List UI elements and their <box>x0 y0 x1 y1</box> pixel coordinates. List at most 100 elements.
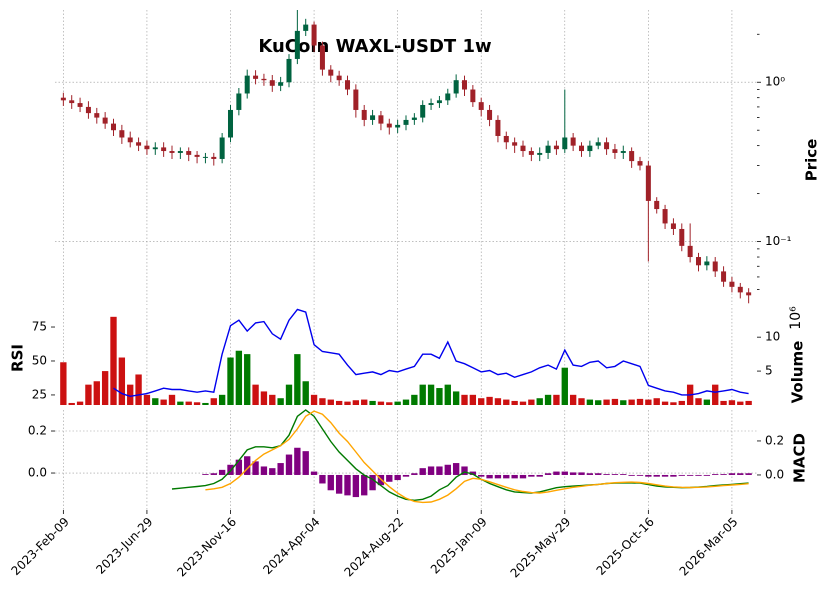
volume-bar <box>419 384 426 405</box>
volume-bar <box>394 401 401 405</box>
candle-body <box>303 24 309 31</box>
volume-bar <box>152 398 159 405</box>
volume-bar <box>578 398 585 405</box>
candle-body <box>311 24 317 46</box>
candle-body <box>94 113 100 118</box>
candle-body <box>645 165 651 201</box>
candle-body <box>654 200 660 210</box>
candle-body <box>470 89 476 103</box>
volume-bar <box>636 398 644 405</box>
volume-bar <box>678 400 685 405</box>
candle-body <box>595 142 601 146</box>
volume-bar <box>703 399 711 405</box>
macd-histogram-bar <box>478 474 485 477</box>
candle-body <box>453 80 459 94</box>
volume-bar <box>252 384 259 405</box>
candle-body <box>144 145 150 150</box>
volume-bar <box>344 401 351 405</box>
candle-body <box>420 104 426 118</box>
macd-label: MACD <box>791 433 809 483</box>
candle-body <box>177 151 183 153</box>
volume-bar <box>645 399 652 405</box>
candle-body <box>662 209 668 224</box>
candle-body <box>119 130 125 138</box>
y-tick-label: 0.2 <box>28 424 47 438</box>
volume-bar <box>369 400 376 405</box>
candle-body <box>537 152 543 155</box>
candle-body <box>286 58 292 83</box>
volume-bar <box>478 398 485 405</box>
x-tick-label: 2025-Oct-16 <box>594 515 657 578</box>
volume-bar <box>202 402 209 405</box>
volume-bar <box>143 394 151 405</box>
rsi-line <box>113 308 749 398</box>
volume-bar <box>720 400 727 405</box>
volume-bar <box>235 350 243 405</box>
volume-bar <box>737 401 744 405</box>
rsi-label: RSI <box>9 344 27 372</box>
macd-histogram-bar <box>402 474 410 477</box>
macd-histogram-bar <box>561 471 568 475</box>
candle-body <box>637 161 643 166</box>
macd-histogram-bar <box>285 454 293 475</box>
volume-bar <box>269 394 276 405</box>
volume-bar <box>335 400 343 405</box>
macd-histogram-bar <box>536 474 543 477</box>
macd-histogram-bar <box>369 474 376 491</box>
macd-histogram-bar <box>586 473 594 475</box>
signal-line <box>205 410 749 504</box>
candle-body <box>194 154 200 157</box>
candle-body <box>227 109 234 138</box>
candle-body <box>604 142 610 150</box>
macd-histogram-bar <box>595 473 602 475</box>
x-tick-label: 2023-Jun-29 <box>93 515 155 577</box>
macd-histogram-bar <box>528 474 535 477</box>
y-tick-label: 10⁰ <box>765 75 785 89</box>
candle-body <box>278 82 284 86</box>
volume-bar <box>461 394 468 405</box>
candle-body <box>353 89 359 110</box>
candle-body <box>253 75 259 79</box>
candle-body <box>704 261 710 266</box>
candle-body <box>319 45 325 70</box>
y-tick-label: 0.2 <box>765 433 784 447</box>
volume-bar <box>110 316 117 405</box>
candle-body <box>403 119 409 125</box>
macd-histogram-bar <box>670 474 677 477</box>
volume-bar <box>503 399 510 405</box>
volume-bar <box>76 401 84 405</box>
candle-body <box>670 223 676 229</box>
macd-histogram-bar <box>678 474 685 476</box>
macd-histogram-bar <box>611 474 619 475</box>
candle-body <box>737 286 743 293</box>
candle-body <box>161 147 167 152</box>
candle-body <box>503 135 509 143</box>
volume-bar <box>310 394 318 405</box>
candle-body <box>328 69 334 76</box>
macd-histogram-bar <box>578 472 585 475</box>
macd-histogram-bar <box>386 474 393 482</box>
macd-histogram-bar <box>202 474 209 475</box>
candle-body <box>110 123 117 131</box>
volume-bar <box>611 398 619 405</box>
candle-body <box>520 145 526 152</box>
candle-body <box>545 145 551 153</box>
volume-bar <box>177 401 184 405</box>
macd-histogram-bar <box>494 474 502 479</box>
volume-bar <box>653 398 660 405</box>
candle-body <box>729 281 735 287</box>
candle-body <box>336 75 342 81</box>
volume-bar <box>595 400 602 405</box>
macd-histogram-bar <box>686 474 694 476</box>
y-tick-label: 0.0 <box>28 466 47 480</box>
volume-bar <box>185 401 192 405</box>
volume-bar <box>377 401 385 405</box>
candle-body <box>562 137 568 150</box>
candle-body <box>219 137 225 159</box>
volume-bar <box>511 400 518 405</box>
macd-histogram-bar <box>544 473 552 475</box>
volume-bar <box>469 394 477 405</box>
x-tick-label: 2025-Jan-09 <box>428 515 490 577</box>
candle-body <box>294 30 300 59</box>
